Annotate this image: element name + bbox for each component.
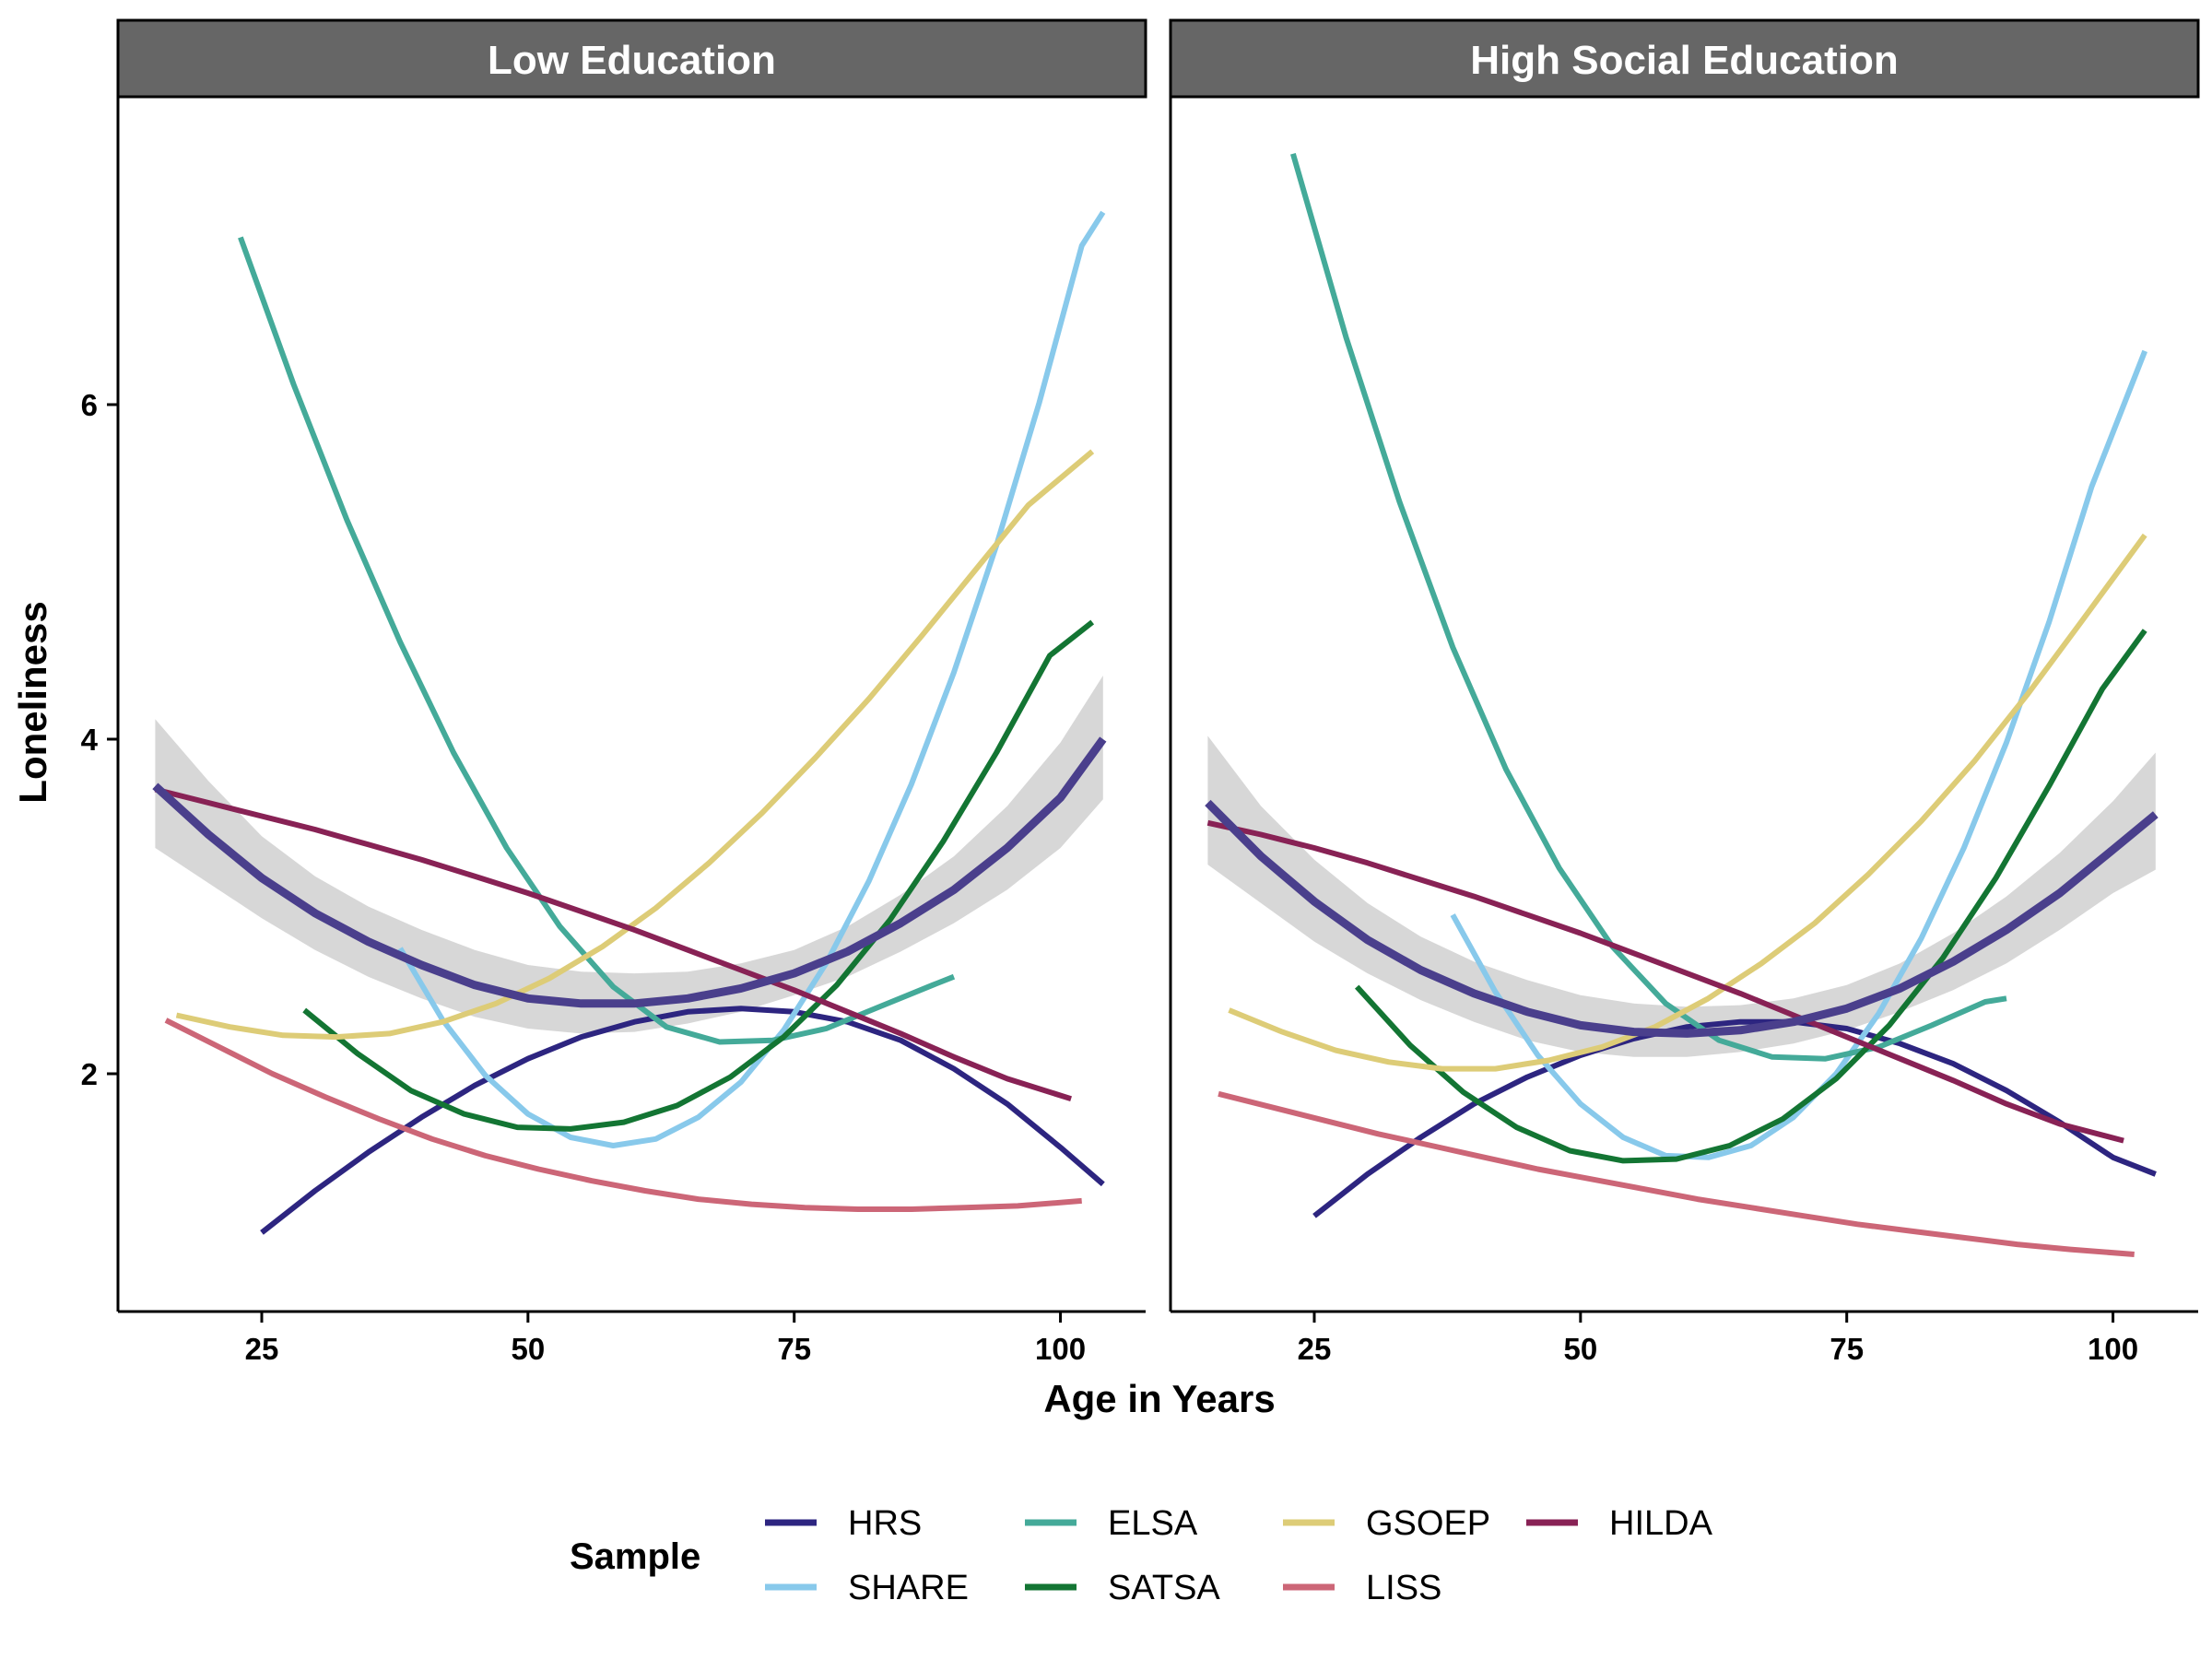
panel-title: Low Education [488, 38, 776, 83]
legend-title: Sample [570, 1536, 700, 1577]
plot-area [1205, 152, 2159, 1257]
series-line-liss [1218, 1090, 2135, 1257]
panel-strip [116, 18, 1147, 99]
panels: Low Education 25 50 75 100 2 4 6 High Social Edu… [81, 18, 2200, 1366]
x-tick-label: 25 [245, 1332, 279, 1366]
mean-confidence-band [1207, 735, 2156, 1057]
y-tick-label: 4 [81, 723, 99, 757]
panel-2: High Social Education 25 50 75 100 [1169, 18, 2200, 1366]
legend-entry-hrs: HRS [765, 1504, 922, 1543]
mean-trend-line [152, 736, 1107, 1008]
y-tick-label: 2 [81, 1057, 98, 1091]
series-line-satsa [302, 619, 1095, 1132]
y-axis-title: Loneliness [11, 601, 54, 803]
legend-entry-liss: LISS [1283, 1569, 1441, 1607]
mean-confidence-band [155, 676, 1103, 1034]
legend-label: LISS [1366, 1569, 1441, 1607]
legend-label: GSOEP [1366, 1504, 1490, 1543]
panel-title: High Social Education [1470, 38, 1899, 83]
series-line-elsa [238, 236, 956, 1045]
series-line-gsoep [1228, 533, 2147, 1072]
series-line-elsa [1290, 152, 2007, 1062]
legend-entry-share: SHARE [765, 1569, 969, 1607]
x-tick-label: 100 [1035, 1332, 1086, 1366]
plot-area [152, 210, 1107, 1235]
legend-label: SATSA [1108, 1569, 1220, 1607]
mean-trend-line [1205, 799, 2159, 1038]
legend-entry-gsoep: GSOEP [1283, 1504, 1490, 1543]
x-axis-title: Age in Years [1043, 1377, 1275, 1420]
legend-label: ELSA [1108, 1504, 1198, 1543]
series-line-satsa [1354, 629, 2147, 1164]
legend-label: HILDA [1609, 1504, 1713, 1543]
legend-entries: HRS SHARE ELSA SATSA GSOEP LISS HILDA [765, 1504, 1713, 1607]
legend-label: HRS [848, 1504, 922, 1543]
legend: Sample HRS SHARE ELSA SATSA GSOEP LISS HILDA [570, 1504, 1713, 1607]
panel-strip [1169, 18, 2200, 99]
legend-entry-hilda: HILDA [1526, 1504, 1713, 1543]
legend-entry-elsa: ELSA [1025, 1504, 1198, 1543]
panel-1: Low Education 25 50 75 100 2 4 6 [81, 18, 1147, 1366]
x-tick-label: 100 [2088, 1332, 2138, 1366]
series-line-hrs [1312, 1018, 2157, 1218]
x-tick-label: 50 [511, 1332, 545, 1366]
legend-entry-satsa: SATSA [1025, 1569, 1220, 1607]
x-tick-label: 25 [1298, 1332, 1332, 1366]
x-tick-label: 75 [1830, 1332, 1864, 1366]
series-line-hilda [1206, 819, 2124, 1144]
y-tick-label: 6 [81, 388, 98, 422]
x-tick-label: 50 [1563, 1332, 1597, 1366]
legend-label: SHARE [848, 1569, 969, 1607]
x-tick-label: 75 [777, 1332, 811, 1366]
series-line-liss [164, 1018, 1082, 1212]
series-line-hilda [154, 786, 1073, 1102]
